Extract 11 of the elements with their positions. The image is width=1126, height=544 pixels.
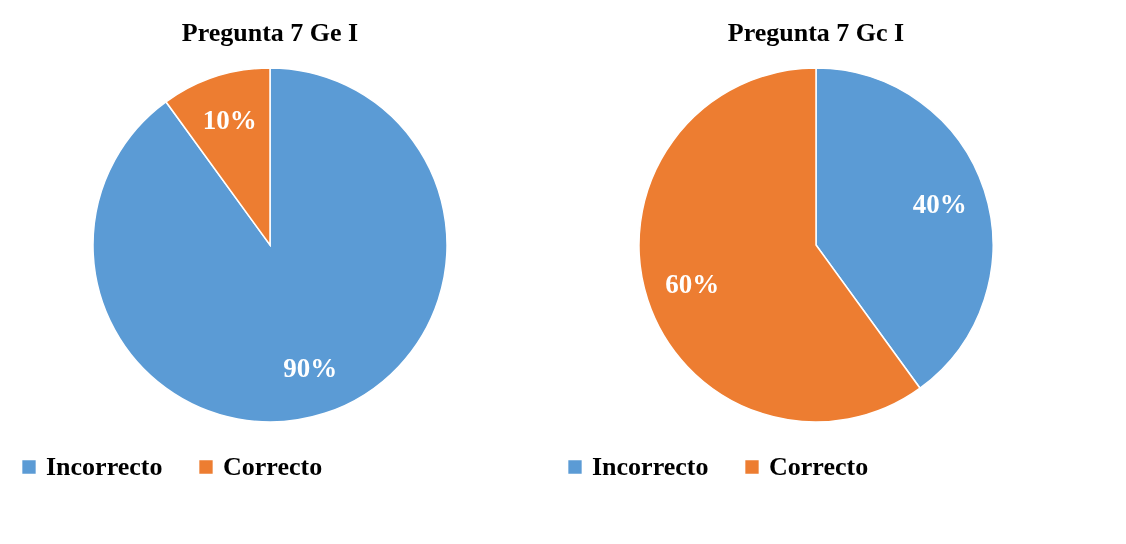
pie-slice xyxy=(92,67,448,423)
legend-label: Incorrecto xyxy=(592,452,709,481)
legend-label: Correcto xyxy=(223,452,323,481)
legend-label: Correcto xyxy=(769,452,869,481)
data-label: 10% xyxy=(202,105,257,136)
legend-label: Incorrecto xyxy=(46,452,163,481)
data-label: 90% xyxy=(283,352,338,383)
chart-title: Pregunta 7 Gc I xyxy=(727,18,905,47)
chart-title: Pregunta 7 Ge I xyxy=(181,18,359,47)
data-label: 40% xyxy=(912,188,967,219)
data-label: 60% xyxy=(665,269,720,300)
